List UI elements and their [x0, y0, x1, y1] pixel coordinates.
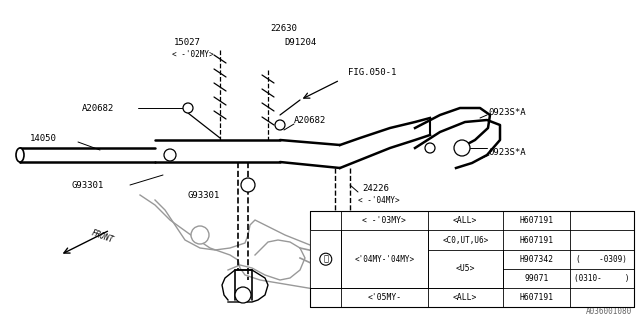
Text: H607191: H607191 [520, 293, 554, 302]
Text: (0310-     ): (0310- ) [574, 274, 630, 283]
Text: <C0,UT,U6>: <C0,UT,U6> [442, 236, 488, 244]
Text: < -'03MY>: < -'03MY> [362, 216, 406, 225]
Text: 0923S*A: 0923S*A [488, 108, 525, 116]
Circle shape [183, 103, 193, 113]
Text: 24226: 24226 [362, 183, 389, 193]
Text: <ALL>: <ALL> [453, 216, 477, 225]
Text: <U5>: <U5> [456, 264, 475, 273]
Text: 15027: 15027 [174, 37, 201, 46]
Text: 99071: 99071 [524, 274, 549, 283]
Text: ①: ① [460, 143, 465, 153]
Bar [428, 250, 503, 288]
Bar [341, 230, 428, 288]
Text: FRONT: FRONT [90, 229, 115, 245]
Text: H907342: H907342 [520, 255, 554, 264]
Circle shape [454, 140, 470, 156]
Text: A20682: A20682 [82, 103, 115, 113]
Text: G93301: G93301 [188, 190, 220, 199]
Text: ①: ① [323, 255, 328, 264]
Ellipse shape [16, 148, 24, 162]
Circle shape [275, 120, 285, 130]
Text: 22630: 22630 [270, 23, 297, 33]
Circle shape [191, 226, 209, 244]
Text: <'04MY-'04MY>: <'04MY-'04MY> [355, 255, 414, 264]
Text: A036001080: A036001080 [586, 307, 632, 316]
Text: H607191: H607191 [520, 236, 554, 244]
Circle shape [235, 287, 251, 303]
Text: <ALL>: <ALL> [453, 293, 477, 302]
Text: H607191: H607191 [520, 216, 554, 225]
Circle shape [425, 143, 435, 153]
Circle shape [241, 178, 255, 192]
Bar [310, 211, 634, 307]
Text: G93301: G93301 [72, 180, 104, 189]
Text: 0923S*A: 0923S*A [488, 148, 525, 156]
Circle shape [320, 253, 332, 265]
Text: < -'04MY>: < -'04MY> [358, 196, 399, 204]
Text: (    -0309): ( -0309) [577, 255, 627, 264]
Text: D91204: D91204 [284, 37, 316, 46]
Text: A20682: A20682 [294, 116, 326, 124]
Text: FIG.050-1: FIG.050-1 [348, 68, 396, 76]
Text: <'05MY-: <'05MY- [367, 293, 401, 302]
Text: < -'02MY>: < -'02MY> [172, 50, 214, 59]
Bar [310, 230, 341, 288]
Text: 14050: 14050 [30, 133, 57, 142]
Circle shape [334, 237, 350, 253]
Circle shape [164, 149, 176, 161]
